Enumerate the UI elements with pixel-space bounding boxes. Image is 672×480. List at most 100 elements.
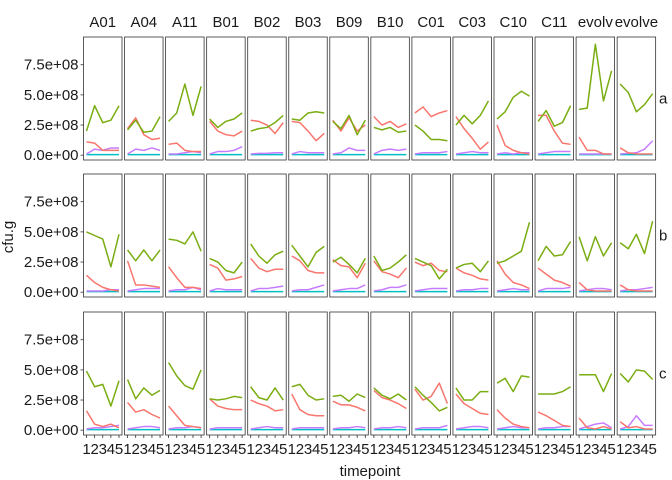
panel-1-2 xyxy=(165,173,205,298)
x-tick-label-7-2: 3 xyxy=(386,441,394,458)
series-line-green-2-10 xyxy=(496,375,530,393)
series-line-red-2-4 xyxy=(250,399,284,412)
series-line-green-0-7 xyxy=(373,126,407,134)
series-line-green-2-6 xyxy=(332,393,366,402)
series-line-red-2-11 xyxy=(537,411,571,428)
y-tick-label-1-3: 7.5e+08 xyxy=(24,194,79,211)
x-tick-label-5-3: 4 xyxy=(312,441,320,458)
series-line-red-0-4 xyxy=(250,119,284,135)
series-line-green-1-6 xyxy=(332,256,366,274)
panel-1-4 xyxy=(247,173,287,298)
series-line-purple-0-7 xyxy=(373,148,407,155)
panel-0-1 xyxy=(124,36,164,161)
x-tick-label-6-3: 4 xyxy=(353,441,361,458)
facet-column-label-13: evolve xyxy=(615,14,658,31)
series-line-red-0-13 xyxy=(619,147,653,155)
series-line-green-1-5 xyxy=(291,244,325,268)
x-tick-label-10-3: 4 xyxy=(517,441,525,458)
y-tick-label-1-1: 2.5e+08 xyxy=(24,254,79,271)
series-line-purple-1-8 xyxy=(414,287,448,292)
x-tick-label-3-4: 5 xyxy=(238,441,246,458)
series-line-purple-0-5 xyxy=(291,150,325,155)
series-line-red-2-10 xyxy=(496,409,530,429)
x-tick-label-2-3: 4 xyxy=(189,441,197,458)
series-line-green-0-5 xyxy=(291,111,325,121)
series-line-red-1-6 xyxy=(332,259,366,279)
series-line-purple-0-8 xyxy=(414,150,448,155)
series-line-red-1-9 xyxy=(455,267,489,281)
facet-column-label-8: C01 xyxy=(417,14,445,31)
series-line-red-2-6 xyxy=(332,400,366,412)
facet-column-label-10: C10 xyxy=(499,14,527,31)
x-tick-label-9-3: 4 xyxy=(476,441,484,458)
series-line-red-0-5 xyxy=(291,120,325,142)
series-line-green-2-12 xyxy=(579,373,613,393)
x-tick-label-13-4: 5 xyxy=(648,441,656,458)
x-tick-label-6-2: 3 xyxy=(345,441,353,458)
series-line-purple-1-1 xyxy=(127,287,161,292)
x-tick-label-8-1: 2 xyxy=(419,441,427,458)
facet-column-label-9: C03 xyxy=(458,14,486,31)
x-tick-label-1-3: 4 xyxy=(148,441,156,458)
series-line-green-1-13 xyxy=(619,220,654,255)
series-line-green-0-0 xyxy=(85,104,120,132)
x-tick-label-0-2: 3 xyxy=(99,441,107,458)
x-tick-label-9-4: 5 xyxy=(484,441,492,458)
panel-0-13 xyxy=(616,36,657,161)
x-tick-label-12-2: 3 xyxy=(591,441,599,458)
series-line-red-1-8 xyxy=(414,261,448,273)
series-line-purple-1-3 xyxy=(209,287,243,292)
facet-row-label-1: b xyxy=(659,228,667,245)
x-tick-label-0-4: 5 xyxy=(115,441,123,458)
x-tick-label-1-2: 3 xyxy=(140,441,148,458)
x-tick-label-10-0: 1 xyxy=(493,441,501,458)
series-line-green-1-11 xyxy=(537,241,572,262)
series-line-green-1-7 xyxy=(373,254,407,272)
facet-row-label-2: c xyxy=(659,366,667,383)
panel-0-12 xyxy=(575,36,615,161)
series-line-green-0-11 xyxy=(537,105,572,127)
series-line-green-1-9 xyxy=(455,260,490,273)
series-line-purple-2-10 xyxy=(496,425,530,430)
panel-1-5 xyxy=(288,173,328,298)
x-tick-label-7-0: 1 xyxy=(370,441,378,458)
x-tick-label-6-4: 5 xyxy=(361,441,369,458)
series-line-red-2-5 xyxy=(291,393,325,417)
y-tick-label-2-0: 0.0e+00 xyxy=(24,422,79,439)
x-tick-label-2-4: 5 xyxy=(197,441,205,458)
series-line-red-0-10 xyxy=(496,124,530,155)
x-tick-label-3-3: 4 xyxy=(230,441,238,458)
series-line-red-0-2 xyxy=(168,142,202,153)
series-line-green-2-9 xyxy=(455,387,489,401)
x-tick-label-12-4: 5 xyxy=(607,441,615,458)
series-line-purple-2-1 xyxy=(127,425,161,430)
series-line-purple-1-13 xyxy=(620,286,653,292)
series-line-green-0-10 xyxy=(496,90,530,120)
series-line-red-2-3 xyxy=(209,398,243,411)
series-line-green-0-12 xyxy=(578,43,613,111)
facet-column-label-1: A04 xyxy=(130,14,157,31)
series-line-green-1-0 xyxy=(86,231,120,268)
panel-1-12 xyxy=(575,173,615,298)
series-line-purple-0-6 xyxy=(332,147,366,155)
x-tick-label-9-1: 2 xyxy=(460,441,468,458)
series-line-purple-1-6 xyxy=(332,284,366,292)
series-line-red-1-12 xyxy=(578,281,612,292)
facet-column-label-6: B09 xyxy=(336,14,363,31)
x-tick-label-6-0: 1 xyxy=(329,441,337,458)
series-line-purple-2-8 xyxy=(414,424,448,430)
series-line-red-0-1 xyxy=(126,117,161,141)
series-line-purple-0-3 xyxy=(209,146,243,155)
series-line-purple-2-5 xyxy=(291,427,325,430)
series-line-red-2-12 xyxy=(578,417,612,430)
series-line-red-1-13 xyxy=(619,284,653,292)
series-line-green-0-1 xyxy=(126,116,161,134)
y-tick-label-2-3: 7.5e+08 xyxy=(24,332,79,349)
x-tick-label-12-0: 1 xyxy=(575,441,583,458)
series-line-purple-2-6 xyxy=(332,425,366,430)
y-axis-title: cfu.g xyxy=(0,221,17,254)
series-line-purple-1-5 xyxy=(291,284,325,292)
x-tick-label-12-1: 2 xyxy=(583,441,591,458)
